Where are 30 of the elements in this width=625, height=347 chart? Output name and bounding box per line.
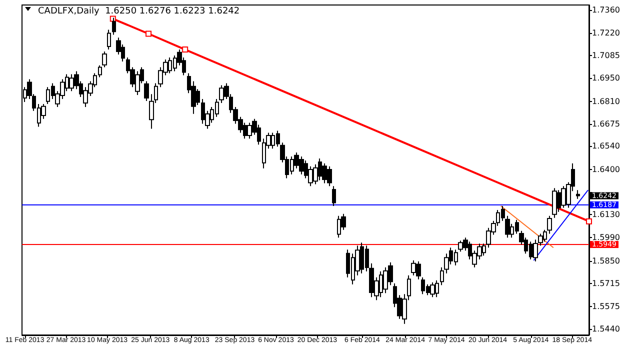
y-tick-label: 1.7360: [592, 5, 620, 14]
y-tick-label: 1.5990: [592, 233, 620, 242]
y-tick-label: 1.6130: [592, 210, 620, 219]
candlestick: [144, 80, 149, 102]
y-tick-label: 1.6675: [592, 119, 620, 128]
candlestick: [533, 239, 538, 262]
candlestick: [505, 215, 510, 238]
y-tick-label: 1.6950: [592, 74, 620, 83]
candlestick: [440, 266, 444, 286]
candlestick: [552, 188, 557, 218]
y-tick-label: 1.6540: [592, 142, 620, 151]
y-tick-label: 1.5715: [592, 278, 620, 288]
chart-title: CADLFX,Daily 1.6250 1.6276 1.6223 1.6242: [38, 6, 240, 16]
candlestick: [576, 190, 580, 200]
candlestick: [107, 29, 111, 50]
y-tick-label: 1.5850: [592, 256, 620, 266]
y-tick-label: 1.6810: [592, 96, 620, 106]
candlestick: [538, 233, 543, 246]
point: [182, 46, 188, 53]
candlestick: [547, 215, 552, 234]
candlestick: [332, 186, 336, 207]
y-tick-label: 1.6400: [592, 165, 620, 174]
y-tick-label: 1.7085: [592, 51, 620, 60]
point: [586, 218, 592, 224]
y-tick-label: 1.7220: [592, 28, 620, 38]
candlestick: [102, 51, 107, 68]
y-tick-label: 1.5575: [592, 302, 620, 312]
candlestick: [430, 282, 435, 298]
point: [146, 30, 152, 37]
y-tick-label: 1.5440: [592, 324, 620, 334]
